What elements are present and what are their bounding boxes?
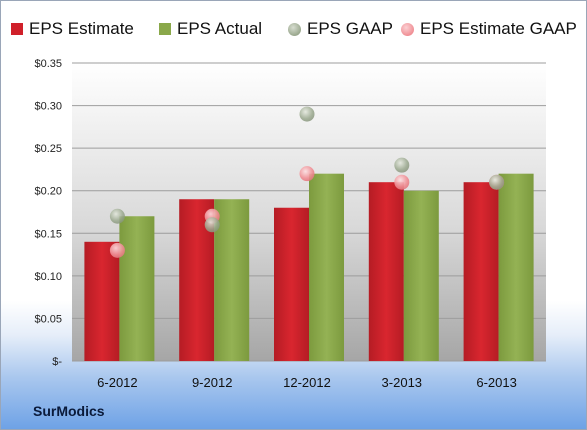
- x-tick-label: 3-2013: [382, 375, 422, 390]
- bar-eps-estimate: [84, 241, 120, 361]
- bar-eps-actual: [403, 190, 439, 361]
- y-tick-label: $0.15: [34, 228, 62, 240]
- bar-eps-actual: [119, 216, 155, 361]
- point-eps-estimate-gaap: [109, 242, 125, 258]
- y-tick-label: $0.35: [34, 58, 62, 70]
- bar-eps-actual: [214, 199, 250, 361]
- point-eps-gaap: [299, 106, 315, 122]
- x-tick-label: 9-2012: [192, 375, 232, 390]
- legend-label-eps-gaap: EPS GAAP: [307, 19, 393, 38]
- x-tick-label: 6-2013: [476, 375, 516, 390]
- legend-label-eps-actual: EPS Actual: [177, 19, 263, 38]
- x-tick-label: 6-2012: [97, 375, 137, 390]
- x-tick-label: 12-2012: [283, 375, 331, 390]
- legend-item-eps-gaap: EPS GAAP: [288, 15, 393, 43]
- legend-label-eps-estimate: EPS Estimate: [29, 19, 134, 38]
- legend-swatch-eps-actual: [159, 23, 171, 35]
- bar-eps-estimate: [274, 207, 309, 361]
- y-tick-label: $0.20: [34, 186, 62, 198]
- y-tick-label: $0.10: [34, 271, 62, 283]
- y-tick-label: $-: [52, 356, 62, 368]
- point-eps-estimate-gaap: [299, 166, 315, 182]
- legend-item-eps-actual: EPS Actual: [159, 15, 262, 43]
- legend-item-eps-estimate: EPS Estimate: [11, 15, 134, 43]
- y-tick-label: $0.05: [34, 313, 62, 325]
- point-eps-gaap: [394, 157, 410, 173]
- bar-eps-actual: [309, 173, 344, 361]
- legend-swatch-eps-gaap: [288, 22, 301, 36]
- y-tick-label: $0.30: [34, 101, 62, 113]
- legend-swatch-eps-estimate-gaap: [401, 22, 414, 36]
- point-eps-gaap: [109, 208, 125, 224]
- legend-item-eps-estimate-gaap: EPS Estimate GAAP: [401, 15, 577, 43]
- bar-eps-estimate: [463, 182, 499, 361]
- bar-eps-actual: [498, 173, 534, 361]
- point-eps-gaap: [204, 217, 220, 233]
- bar-eps-estimate: [368, 182, 404, 361]
- point-eps-gaap: [489, 174, 505, 190]
- legend-label-eps-estimate-gaap: EPS Estimate GAAP: [420, 19, 577, 38]
- legend: EPS Estimate EPS Actual EPS GAAP EPS Est…: [1, 15, 587, 43]
- y-tick-label: $0.25: [34, 143, 62, 155]
- point-eps-estimate-gaap: [394, 174, 410, 190]
- brand-label: SurModics: [33, 403, 105, 419]
- legend-swatch-eps-estimate: [11, 23, 23, 35]
